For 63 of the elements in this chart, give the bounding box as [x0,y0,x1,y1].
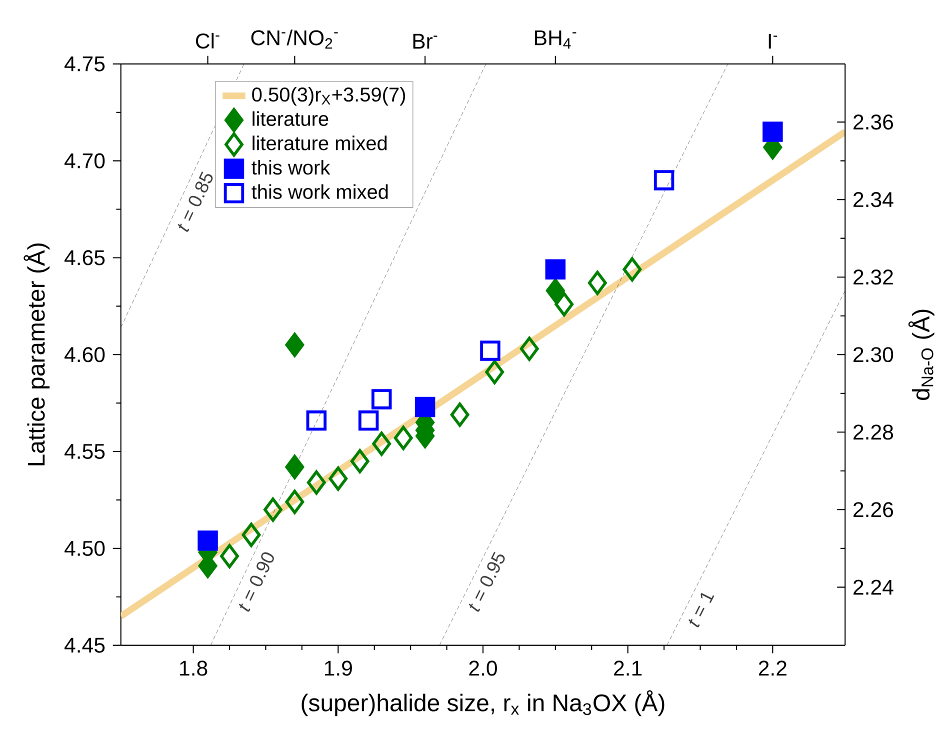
y2-axis-title: d$_{Na-O}$ (Å) [908,310,934,400]
y-tick-label: 4.50 [64,540,105,556]
y-tick-label: 4.65 [64,250,105,266]
legend-label: this work mixed [252,184,388,199]
y2-tick-label: 2.28 [854,424,894,440]
point [450,402,470,427]
x-tick-label: 2.1 [614,660,642,676]
point [371,388,392,410]
point [350,448,370,474]
point [622,257,642,282]
point [242,522,261,547]
text: t= 1 [688,592,714,628]
point [654,170,674,190]
annotation: BH$_{4}$- [535,30,576,48]
text: t= 0.85 [178,171,213,232]
annotation: Br$^{-}$ [413,34,438,48]
point [306,470,326,495]
y-tick-label: 4.60 [64,346,105,362]
x-axis-title: (super)halide size, r$_{x}$ in Na$_{3}$OX (Å) [302,690,664,716]
point [588,270,607,295]
point [554,292,574,316]
x-tick-label: 2.0 [469,660,497,676]
point [485,360,504,384]
point [285,490,304,514]
point [545,259,566,280]
y-tick-label: 4.45 [64,638,105,653]
text: t= 0.90 [238,552,274,612]
text: t= 0.95 [468,552,505,612]
annotation: CN$^{-}$/NO$_{2}$- [251,30,338,48]
point [358,410,379,431]
y-tick-label: 4.55 [64,444,105,459]
y-tick-label: 4.75 [64,56,105,72]
y2-tick-label: 2.24 [854,580,894,595]
y-axis-title: Lattice parameter (Å) [24,243,50,466]
x-tick-label: 1.8 [180,660,208,676]
point [372,432,392,456]
x-tick-label: 2.2 [758,660,786,676]
point [480,340,500,361]
point [328,466,348,491]
point [306,410,327,431]
point [220,544,239,568]
x-tick-label: 1.9 [324,660,352,676]
point [285,332,304,357]
legend-label: literature [252,111,328,126]
legend-label: literature mixed [252,136,387,150]
legend-label: 0.50(3)r$_{X}$+3.59(7) [252,86,406,106]
point [414,396,436,417]
y-tick-label: 4.70 [64,153,105,168]
point [762,122,783,142]
point [546,278,565,303]
point [285,454,304,480]
y2-tick-label: 2.36 [854,114,893,130]
legend-label: this work [252,160,330,175]
point [394,426,413,450]
y2-tick-label: 2.26 [854,502,893,518]
point [198,530,218,551]
y2-tick-label: 2.30 [854,346,894,362]
point [520,336,539,361]
y2-tick-label: 2.32 [854,269,893,285]
point [264,497,282,522]
annotation: Cl$^{-}$ [196,32,220,48]
annotation: I$^{-}$ [768,34,778,48]
y2-tick-label: 2.34 [854,192,894,208]
